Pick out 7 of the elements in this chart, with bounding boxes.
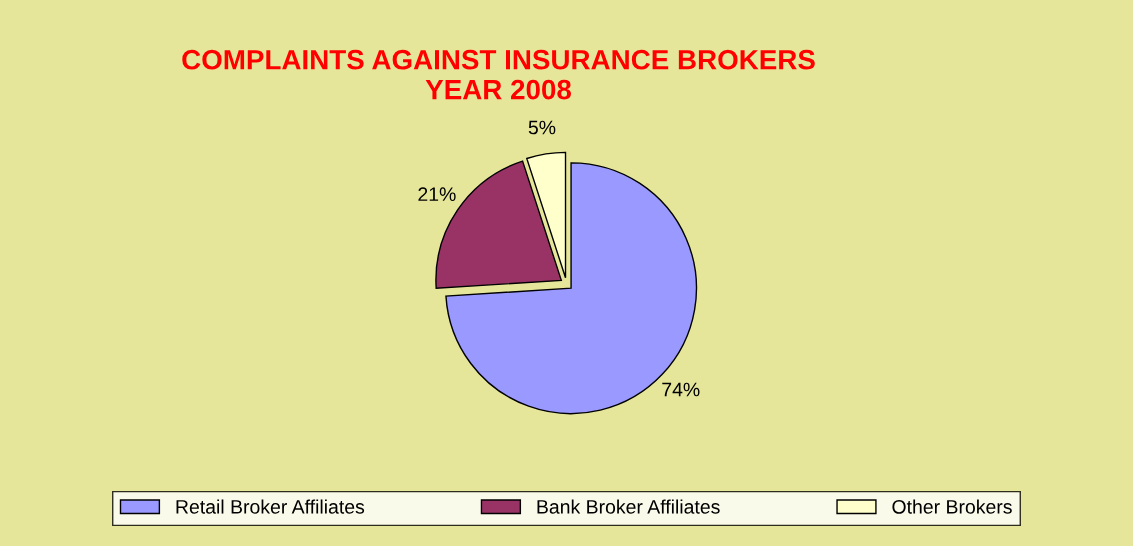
legend-label: Other Brokers (892, 499, 1012, 514)
chart-title: COMPLAINTS AGAINST INSURANCE BROKERS YEAR 2008 (182, 49, 815, 100)
data-label: 21% (418, 187, 456, 201)
data-label: 5% (528, 120, 556, 135)
data-label: 74% (662, 382, 700, 397)
legend-label: Bank Broker Affiliates (537, 499, 720, 514)
legend-label: Retail Broker Affiliates (176, 499, 365, 514)
